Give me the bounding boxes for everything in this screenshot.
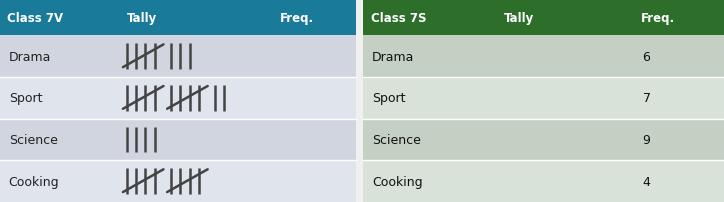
Bar [363, 36, 724, 78]
Text: 4: 4 [643, 175, 650, 188]
Text: Cooking: Cooking [372, 175, 423, 188]
Text: Tally: Tally [504, 12, 534, 25]
Text: Sport: Sport [9, 92, 42, 105]
Text: 9: 9 [643, 133, 650, 146]
Text: Sport: Sport [372, 92, 405, 105]
Text: 7: 7 [643, 92, 651, 105]
Bar [0, 0, 356, 36]
Text: Drama: Drama [372, 50, 415, 63]
Text: Cooking: Cooking [9, 175, 59, 188]
Bar [0, 119, 356, 161]
Text: Drama: Drama [9, 50, 51, 63]
Text: Science: Science [372, 133, 421, 146]
Bar [363, 161, 724, 202]
Text: Class 7V: Class 7V [7, 12, 64, 25]
Bar [363, 0, 724, 36]
Bar [363, 78, 724, 119]
Bar [0, 36, 356, 78]
Bar [0, 78, 356, 119]
Bar [0, 161, 356, 202]
Text: Science: Science [9, 133, 58, 146]
Text: Freq.: Freq. [641, 12, 675, 25]
Text: Tally: Tally [127, 12, 157, 25]
Text: Freq.: Freq. [279, 12, 314, 25]
Bar [363, 119, 724, 161]
Text: Class 7S: Class 7S [371, 12, 426, 25]
Text: 6: 6 [643, 50, 650, 63]
